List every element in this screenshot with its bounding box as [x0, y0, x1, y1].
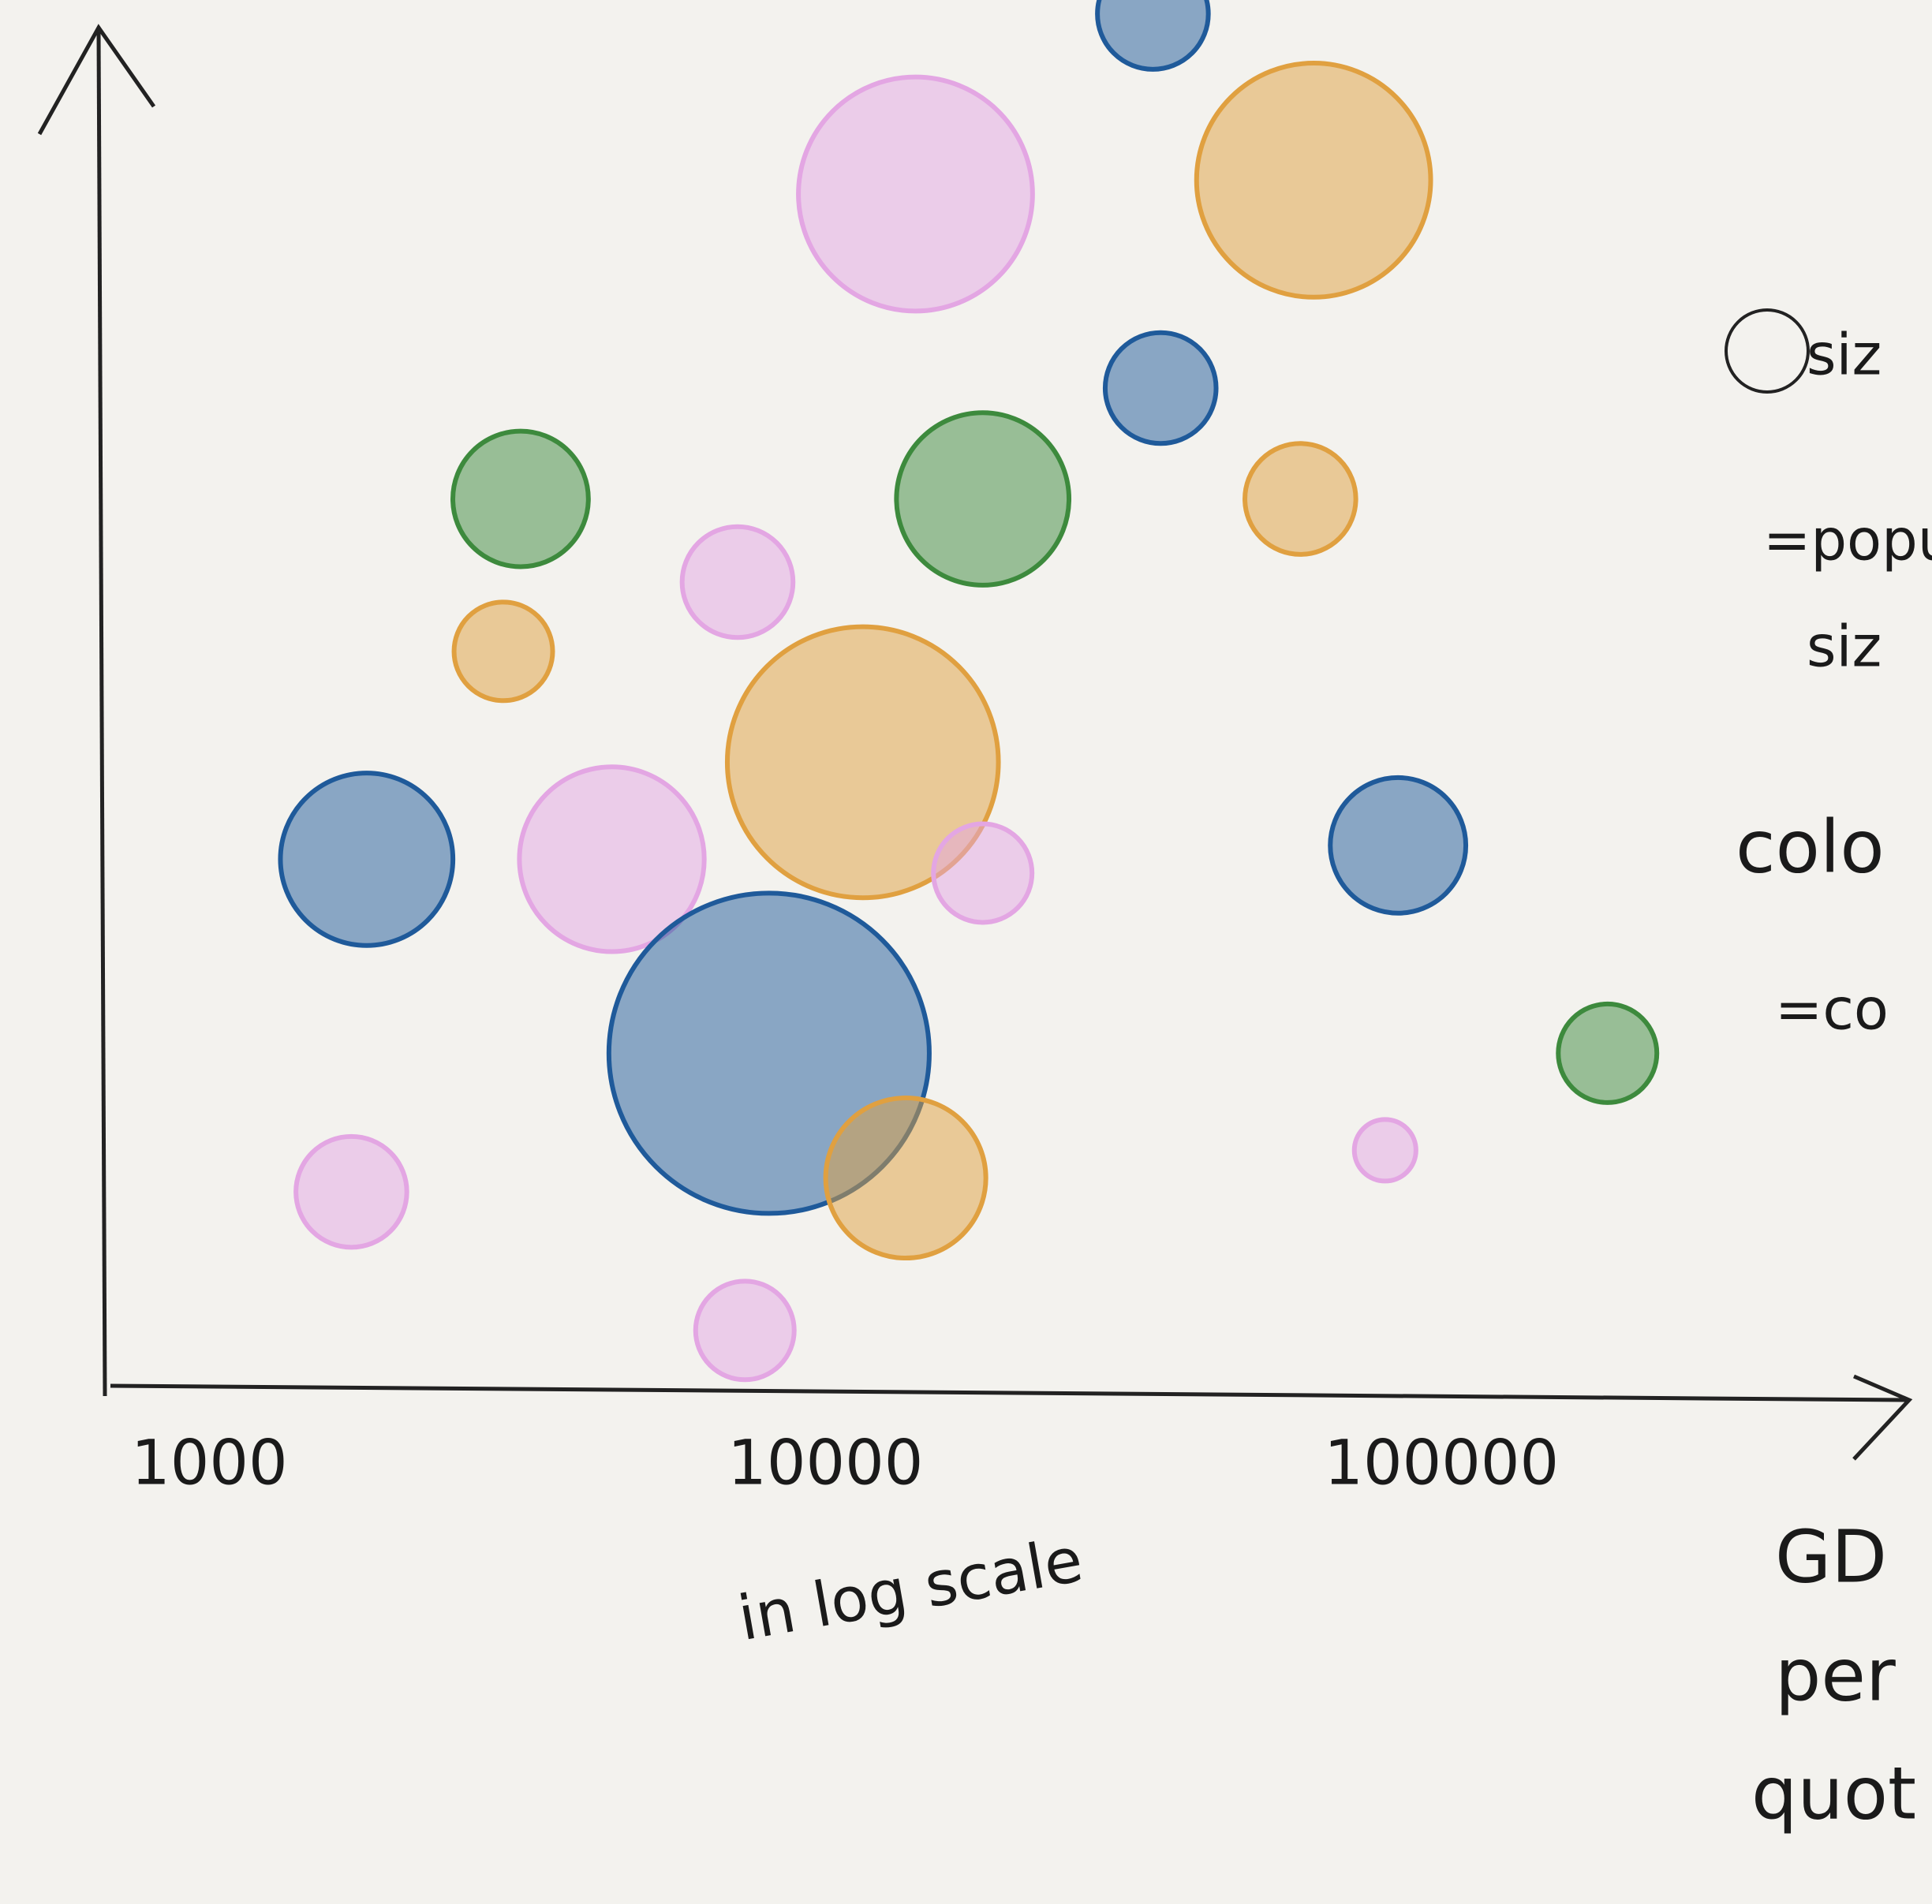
y-axis [96, 31, 107, 1397]
bubble [278, 771, 456, 948]
bubble [724, 624, 1001, 901]
bubble [693, 1279, 797, 1383]
bubble [1102, 330, 1219, 446]
bubble [1556, 1001, 1660, 1105]
bubble [293, 1133, 409, 1250]
bubble [1351, 1117, 1418, 1184]
bubbles [278, 0, 1660, 1383]
y-axis-note: per [1775, 1633, 1896, 1717]
bubble [823, 1096, 988, 1261]
legend-note: =popu [1763, 507, 1932, 573]
x-axis [110, 1383, 1910, 1402]
bubble [679, 524, 796, 640]
bubble [894, 410, 1072, 588]
legend-note: =co [1775, 976, 1889, 1043]
bubble [1243, 441, 1358, 557]
legend-note: siz [1807, 322, 1882, 388]
bubble [517, 764, 707, 954]
bubble [451, 599, 555, 704]
bubble [450, 428, 591, 569]
legend-note: siz [1807, 614, 1882, 680]
y-axis-arrow [37, 24, 156, 136]
bubble [931, 821, 1035, 925]
bubble [796, 74, 1035, 314]
bubble [1194, 61, 1433, 300]
y-axis-note: GD [1775, 1514, 1887, 1599]
x-tick-label: 100000 [1324, 1428, 1559, 1499]
x-axis-arrow [1852, 1374, 1913, 1461]
x-tick-label: 10000 [727, 1428, 923, 1499]
bubble [1095, 0, 1211, 72]
bubble [1328, 775, 1469, 916]
size-key-circle [1725, 308, 1810, 394]
x-tick-label: 1000 [131, 1428, 288, 1499]
x-axis-label: in log scale [733, 1525, 1088, 1655]
legend-note: colo [1736, 805, 1885, 889]
y-axis-note: quot [1751, 1751, 1916, 1835]
